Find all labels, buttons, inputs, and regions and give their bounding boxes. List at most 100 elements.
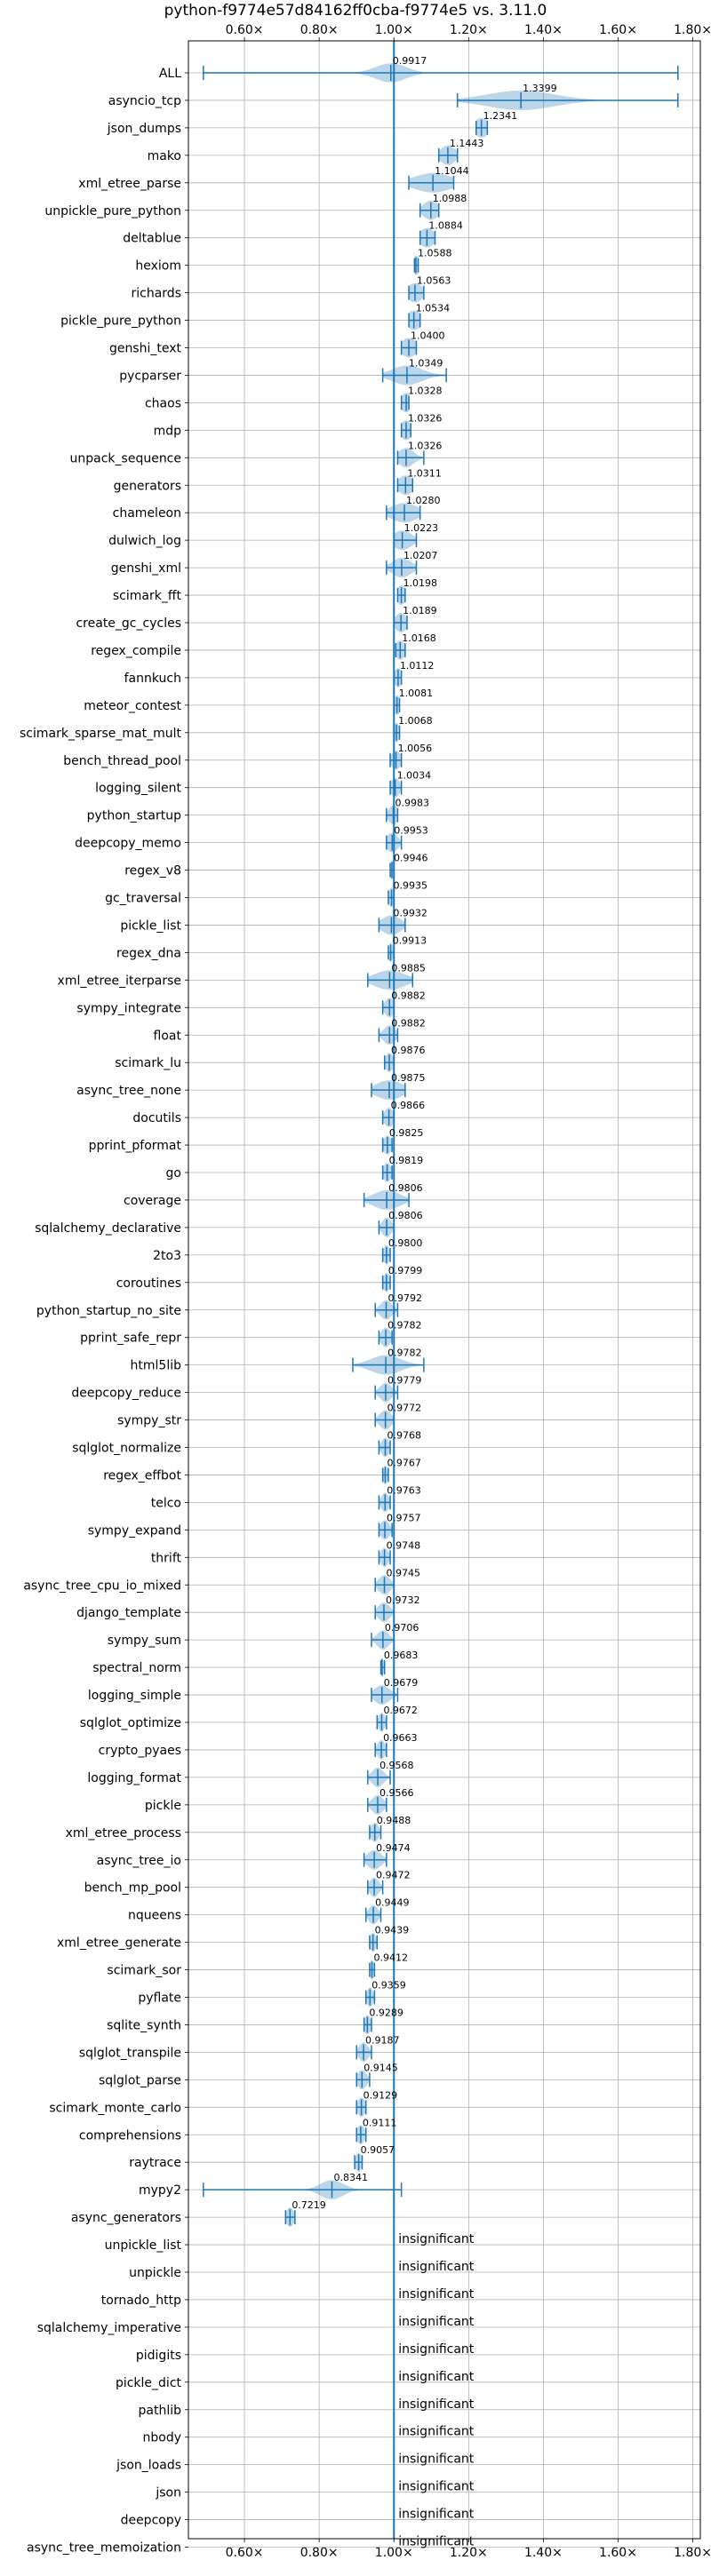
- benchmark-label: docutils: [132, 1111, 181, 1125]
- value-label: 0.9882: [391, 1017, 426, 1029]
- benchmark-label: pidigits: [136, 2349, 181, 2363]
- x-tick-label-bottom: 1.40×: [524, 2546, 563, 2560]
- insignificant-label: insignificant: [398, 2397, 475, 2412]
- benchmark-label: regex_compile: [91, 644, 181, 658]
- value-label: 1.0349: [409, 357, 443, 369]
- benchmark-label: xml_etree_iterparse: [58, 974, 181, 988]
- benchmark-label: pickle_dict: [116, 2376, 182, 2390]
- value-label: 0.9449: [375, 1897, 410, 1909]
- benchmark-label: scimark_sparse_mat_mult: [20, 727, 181, 741]
- value-label: 0.9913: [393, 934, 427, 946]
- benchmark-label: hexiom: [135, 259, 181, 274]
- benchmark-label: asyncio_tcp: [108, 94, 181, 108]
- value-label: 1.0034: [397, 770, 432, 782]
- x-tick-label-top: 1.00×: [375, 23, 413, 37]
- value-label: 1.0223: [404, 522, 439, 534]
- value-label: 0.9983: [395, 798, 430, 809]
- value-label: 0.9917: [393, 55, 427, 67]
- value-label: 0.9129: [363, 2089, 398, 2101]
- benchmark-label: sympy_expand: [88, 1523, 181, 1538]
- benchmark-label: unpickle_list: [105, 2238, 182, 2253]
- value-label: 0.9145: [363, 2062, 398, 2073]
- value-label: 0.9767: [387, 1457, 421, 1468]
- benchmark-label: genshi_text: [109, 342, 182, 356]
- benchmark-label: xml_etree_process: [66, 1826, 181, 1841]
- benchmark-label: mako: [148, 149, 181, 163]
- value-label: 0.9472: [376, 1870, 411, 1881]
- benchmark-label: json_dumps: [107, 122, 181, 136]
- benchmark-label: meteor_contest: [84, 699, 181, 713]
- insignificant-label: insignificant: [398, 2370, 475, 2384]
- x-tick-label-bottom: 1.80×: [674, 2546, 711, 2560]
- benchmark-label: sympy_str: [117, 1414, 181, 1428]
- benchmark-label: scimark_monte_carlo: [49, 2101, 181, 2115]
- benchmark-label: regex_effbot: [103, 1468, 181, 1483]
- benchmark-label: crypto_pyaes: [99, 1744, 181, 1758]
- value-label: 0.9875: [391, 1072, 426, 1084]
- benchmark-label: coverage: [124, 1194, 181, 1208]
- value-label: 1.0280: [406, 495, 441, 506]
- benchmark-label: thrift: [151, 1551, 182, 1565]
- value-label: 1.0400: [411, 330, 445, 342]
- benchmark-label: pickle_pure_python: [60, 314, 181, 329]
- benchmark-label: xml_etree_parse: [78, 177, 181, 191]
- benchmark-label: chameleon: [113, 506, 181, 521]
- benchmark-label: richards: [132, 287, 182, 301]
- benchmark-label: sqlglot_optimize: [80, 1716, 181, 1730]
- value-label: 0.9732: [386, 1594, 420, 1606]
- benchmark-label: async_tree_io: [97, 1854, 181, 1868]
- value-label: 1.0326: [408, 412, 443, 424]
- value-label: 0.9474: [376, 1842, 411, 1854]
- value-label: 1.0056: [398, 743, 433, 754]
- benchmark-label: logging_silent: [95, 782, 181, 796]
- value-label: 0.9748: [387, 1539, 421, 1551]
- value-label: 0.9439: [375, 1925, 410, 1936]
- value-label: 1.0988: [433, 193, 467, 204]
- benchmark-label: html5lib: [131, 1359, 182, 1373]
- x-tick-label-top: 1.40×: [524, 23, 563, 37]
- benchmark-label: pycparser: [119, 369, 181, 383]
- value-label: 0.8341: [333, 2172, 368, 2183]
- value-label: 0.9187: [365, 2034, 400, 2046]
- benchmark-label: logging_format: [87, 1771, 181, 1785]
- benchmark-label: mypy2: [139, 2183, 181, 2198]
- value-label: 0.9935: [394, 880, 428, 892]
- benchmark-label: create_gc_cycles: [76, 616, 181, 631]
- value-label: 0.9663: [383, 1732, 418, 1744]
- benchmark-label: chaos: [145, 396, 181, 410]
- value-label: 0.9359: [371, 1980, 406, 1992]
- benchmark-label: pprint_pformat: [89, 1139, 182, 1153]
- benchmark-label: sqlglot_parse: [99, 2073, 181, 2087]
- value-label: 0.9768: [387, 1430, 421, 1442]
- insignificant-label: insignificant: [398, 2260, 475, 2274]
- insignificant-label: insignificant: [398, 2535, 475, 2549]
- value-label: 0.9757: [387, 1512, 421, 1523]
- benchmark-label: bench_thread_pool: [63, 754, 181, 768]
- value-label: 0.7219: [292, 2199, 326, 2211]
- value-label: 1.0534: [416, 303, 451, 314]
- x-tick-label-bottom: 1.20×: [450, 2546, 488, 2560]
- benchmark-label: sympy_sum: [108, 1634, 181, 1648]
- value-label: 0.9819: [389, 1155, 424, 1166]
- benchmark-label: async_tree_memoization: [27, 2541, 181, 2556]
- x-tick-label-bottom: 1.60×: [599, 2546, 637, 2560]
- x-tick-label-top: 1.20×: [450, 23, 488, 37]
- x-tick-label-top: 0.60×: [226, 23, 264, 37]
- benchmark-label: sqlglot_transpile: [79, 2046, 181, 2060]
- benchmark-label: pickle: [145, 1799, 181, 1813]
- benchmark-label: regex_v8: [124, 864, 181, 879]
- value-label: 0.9882: [391, 990, 426, 1001]
- benchmark-label: xml_etree_generate: [57, 1936, 181, 1951]
- benchmark-label: pprint_safe_repr: [80, 1332, 181, 1346]
- value-label: 0.9806: [388, 1210, 423, 1221]
- value-label: 0.9946: [394, 853, 428, 864]
- benchmark-label: scimark_fft: [113, 589, 182, 603]
- x-tick-label-top: 1.80×: [674, 23, 711, 37]
- benchmark-label: sqlite_synth: [107, 2018, 181, 2032]
- insignificant-label: insignificant: [398, 2508, 475, 2522]
- value-label: 0.9679: [384, 1677, 419, 1689]
- value-label: 0.9111: [363, 2117, 397, 2128]
- benchmark-label: comprehensions: [79, 2128, 181, 2143]
- value-label: 0.9289: [369, 2007, 403, 2018]
